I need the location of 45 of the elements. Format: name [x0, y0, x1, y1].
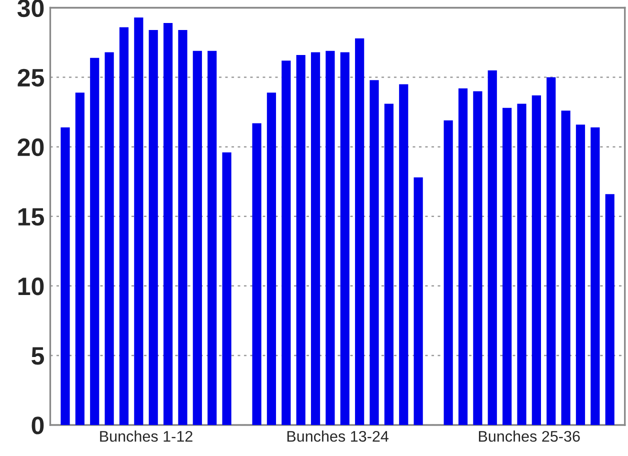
bar — [163, 23, 173, 425]
bar — [384, 104, 394, 425]
bar — [75, 92, 84, 425]
bar — [90, 58, 100, 425]
bar — [192, 50, 202, 425]
bar — [282, 60, 291, 425]
bar — [134, 17, 144, 425]
bar — [444, 120, 453, 425]
bar — [561, 110, 570, 425]
bar — [546, 77, 556, 425]
y-tick-label: 20 — [18, 138, 44, 156]
bar — [222, 152, 232, 425]
bar — [340, 52, 350, 425]
bar — [266, 92, 276, 425]
bar — [458, 88, 468, 425]
y-tick-label: 10 — [18, 278, 44, 296]
y-tick-label: 0 — [32, 416, 44, 434]
bar — [148, 30, 158, 425]
y-tick-label: 15 — [18, 208, 44, 226]
bar — [178, 30, 188, 425]
bar — [208, 50, 217, 425]
bar — [119, 27, 129, 425]
bar — [60, 127, 70, 425]
bar — [326, 50, 335, 425]
bar — [370, 80, 379, 425]
bar — [605, 194, 614, 425]
bar — [576, 124, 586, 425]
bar — [488, 70, 497, 425]
bar — [590, 127, 600, 425]
bar — [399, 84, 408, 425]
bar — [532, 95, 541, 425]
bar — [310, 52, 320, 425]
bar — [502, 108, 512, 425]
bar — [473, 91, 482, 425]
bar — [517, 104, 526, 425]
bar — [252, 123, 262, 425]
bar — [414, 177, 423, 425]
bar — [296, 55, 306, 425]
x-tick-label: Bunches 1-12 — [100, 430, 192, 442]
y-tick-label: 5 — [32, 347, 44, 365]
x-tick-label: Bunches 25-36 — [478, 430, 580, 442]
x-tick-label: Bunches 13-24 — [287, 430, 388, 442]
y-tick-label: 25 — [18, 68, 44, 87]
bar — [104, 52, 114, 425]
bar — [355, 38, 364, 425]
